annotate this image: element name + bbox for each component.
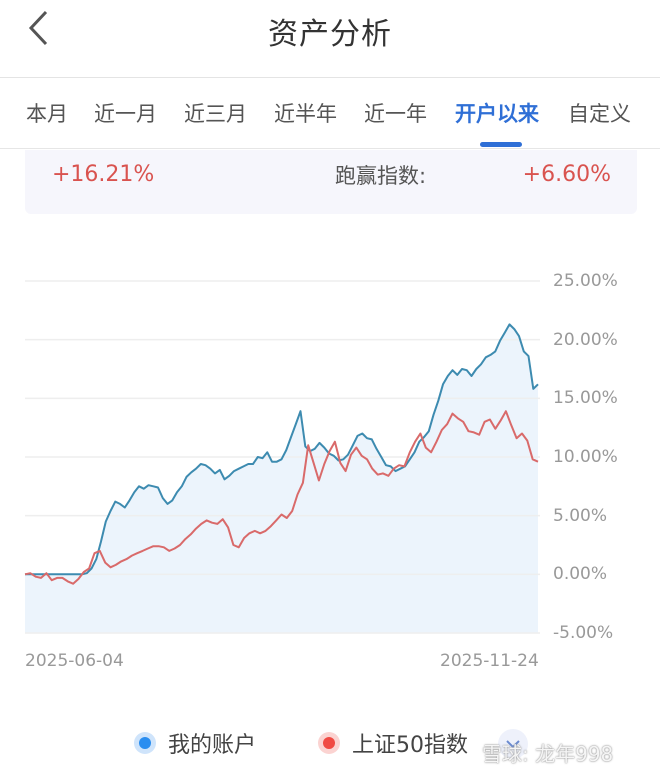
y-tick-label: 15.00%: [553, 388, 618, 408]
x-tick-end-date: 2025-11-24: [440, 651, 539, 671]
tab-last-half-year[interactable]: 近半年: [274, 102, 337, 126]
tab-last-three-months[interactable]: 近三月: [184, 102, 247, 126]
legend-label-index: 上证50指数: [352, 733, 468, 758]
tab-since-opening[interactable]: 开户以来: [455, 102, 539, 126]
x-tick-start-date: 2025-06-04: [25, 651, 124, 671]
tab-last-year[interactable]: 近一年: [364, 102, 427, 126]
summary-card: +16.21% 跑赢指数: +6.60%: [25, 150, 637, 214]
tab-last-month[interactable]: 近一月: [94, 102, 157, 126]
account-return-line: [25, 323, 539, 576]
return-comparison-chart[interactable]: 25.00% 20.00% 15.00% 10.00% 5.00% 0.00% …: [0, 240, 660, 680]
index-return-line: [24, 410, 539, 585]
y-tick-label: 5.00%: [553, 506, 608, 526]
chart-plot-area: [24, 280, 540, 634]
account-return-value: +16.21%: [52, 162, 155, 187]
y-tick-label: 10.00%: [553, 447, 618, 467]
y-tick-label: -5.00%: [553, 623, 614, 643]
legend-more-button[interactable]: [498, 729, 528, 759]
tab-this-month[interactable]: 本月: [26, 102, 68, 126]
legend-item-account[interactable]: 我的账户: [134, 727, 256, 759]
account-area-fill: [25, 324, 538, 633]
watermark: 雪球: 龙年998: [482, 742, 614, 766]
y-tick-label: 25.00%: [553, 271, 618, 291]
period-tabs: 本月 近一月 近三月 近半年 近一年 开户以来 自定义: [0, 79, 660, 149]
page-title: 资产分析: [268, 17, 392, 52]
excess-return-value: +6.60%: [522, 162, 611, 187]
y-tick-label: 20.00%: [553, 330, 618, 350]
chevron-left-icon: [28, 10, 48, 46]
navigation-bar: 资产分析: [0, 0, 660, 78]
legend-item-index[interactable]: 上证50指数: [318, 727, 468, 759]
y-tick-label: 0.00%: [553, 564, 608, 584]
legend-label-account: 我的账户: [168, 733, 257, 758]
legend-marker-account-icon: [134, 732, 156, 754]
chevron-down-icon: [506, 740, 520, 749]
back-button[interactable]: [22, 6, 62, 50]
excess-return-label: 跑赢指数:: [335, 164, 427, 188]
legend-marker-index-icon: [318, 732, 340, 754]
chart-legend: 我的账户 上证50指数: [0, 727, 660, 763]
active-tab-indicator: [480, 142, 522, 147]
tab-custom[interactable]: 自定义: [568, 102, 631, 126]
